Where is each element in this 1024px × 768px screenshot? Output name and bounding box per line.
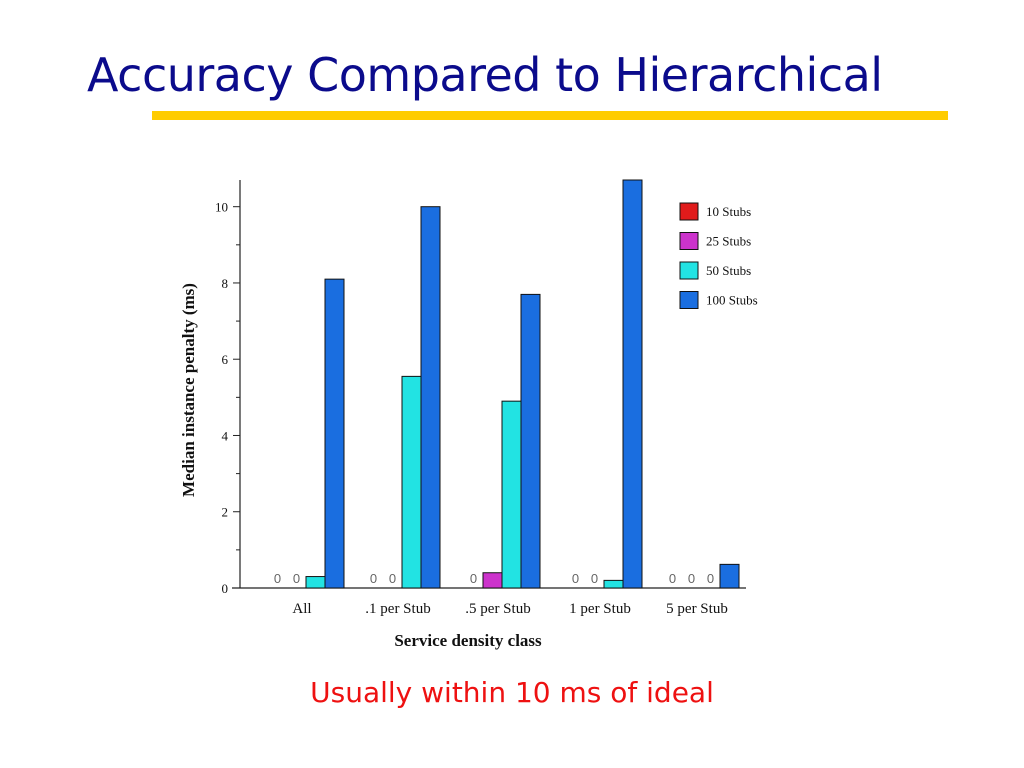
zero-value-label: 0 [470, 571, 477, 586]
x-axis-title: Service density class [394, 631, 542, 650]
zero-value-label: 0 [370, 571, 377, 586]
zero-value-label: 0 [293, 571, 300, 586]
legend-swatch [679, 291, 699, 309]
slide-title: Accuracy Compared to Hierarchical [87, 48, 883, 102]
legend-label: 10 Stubs [706, 204, 751, 219]
chart-legend: 10 Stubs 25 Stubs 50 Stubs 100 Stubs [679, 202, 758, 309]
x-tick-label: .5 per Stub [465, 601, 530, 617]
title-underline [152, 111, 948, 120]
zero-value-label: 0 [572, 571, 579, 586]
x-tick-label: 1 per Stub [569, 601, 631, 617]
y-tick-label: 2 [222, 505, 229, 520]
x-tick-label: 5 per Stub [666, 601, 728, 617]
legend-swatch [679, 261, 699, 280]
y-tick-label: 8 [222, 276, 229, 291]
bar-50-stubs [305, 576, 326, 589]
bar-100-stubs [420, 206, 441, 589]
slide-caption: Usually within 10 ms of ideal [310, 676, 714, 709]
bar-100-stubs [622, 179, 643, 589]
legend-swatch [679, 232, 699, 250]
x-tick-label: All [292, 601, 311, 617]
zero-value-label: 0 [591, 571, 598, 586]
chart-axes: 0 2 4 6 8 10 Median instance penalty (ms) Servi… [179, 180, 746, 650]
zero-value-label: 0 [669, 571, 676, 586]
y-tick-label: 10 [215, 200, 228, 215]
y-axis-title: Median instance penalty (ms) [179, 283, 198, 497]
zero-value-label: 0 [389, 571, 396, 586]
y-tick-label: 6 [222, 352, 229, 367]
bar-50-stubs [401, 375, 422, 589]
bar-100-stubs [324, 278, 345, 589]
zero-value-label: 0 [274, 571, 281, 586]
legend-label: 50 Stubs [706, 263, 751, 278]
y-tick-label: 0 [222, 581, 229, 596]
y-tick-label: 4 [222, 428, 229, 443]
legend-label: 100 Stubs [706, 293, 758, 308]
bar-100-stubs [719, 563, 740, 589]
zero-value-label: 0 [688, 571, 695, 586]
bar-50-stubs [603, 579, 624, 589]
x-tick-label: .1 per Stub [365, 601, 430, 617]
legend-swatch [679, 202, 699, 221]
legend-label: 25 Stubs [706, 234, 751, 249]
bar-50-stubs [501, 400, 522, 589]
bar-25-stubs [482, 572, 503, 589]
bar-100-stubs [520, 293, 541, 589]
zero-value-label: 0 [707, 571, 714, 586]
